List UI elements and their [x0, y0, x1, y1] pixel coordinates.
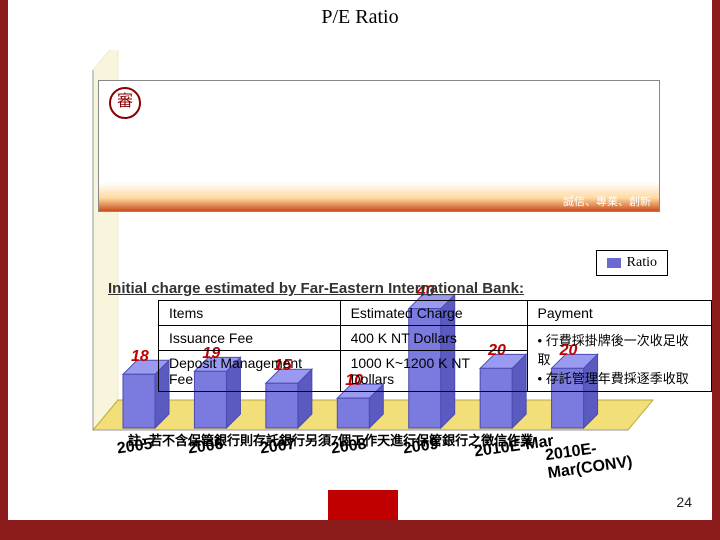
seal-icon: 審 [109, 87, 141, 119]
footer-accent [328, 490, 398, 520]
table-row: Issuance Fee 400 K NT Dollars • 行費採掛牌後一次… [159, 326, 712, 351]
chart-legend: Ratio [596, 250, 668, 276]
table-title: Initial charge estimated by Far-Eastern … [108, 280, 524, 297]
col-header: Estimated Charge [340, 301, 527, 326]
legend-label: Ratio [627, 255, 657, 270]
slide-background: P/E Ratio 0.00 20.00 40.00 60.00 [0, 0, 720, 540]
page-number: 24 [676, 494, 692, 510]
cell: Issuance Fee [159, 326, 341, 351]
slide-canvas: P/E Ratio 0.00 20.00 40.00 60.00 [8, 0, 712, 520]
table-row: Items Estimated Charge Payment [159, 301, 712, 326]
col-header: Items [159, 301, 341, 326]
cell: Deposit Management Fee [159, 351, 341, 392]
payment-note: • 行費採掛牌後一次收足收取 [538, 330, 701, 368]
legend-swatch [607, 258, 621, 268]
payment-cell: • 行費採掛牌後一次收足收取 • 存託管理年費採逐季收取 [527, 326, 711, 392]
chart-title: P/E Ratio [8, 6, 712, 29]
cell: 1000 K~1200 K NT Dollars [340, 351, 527, 392]
cell: 400 K NT Dollars [340, 326, 527, 351]
charge-table: Items Estimated Charge Payment Issuance … [158, 300, 712, 392]
banner-tagline: 誠信、專業、創新 [563, 193, 651, 209]
footnote: 註: 若不含保管銀行則存託銀行另須7個工作天進行保管銀行之徵信作業 [128, 430, 533, 449]
col-header: Payment [527, 301, 711, 326]
bar-value-label: 18 [131, 348, 149, 366]
bank-banner: 審 誠信、專業、創新 [98, 80, 660, 212]
payment-note: • 存託管理年費採逐季收取 [538, 368, 701, 387]
